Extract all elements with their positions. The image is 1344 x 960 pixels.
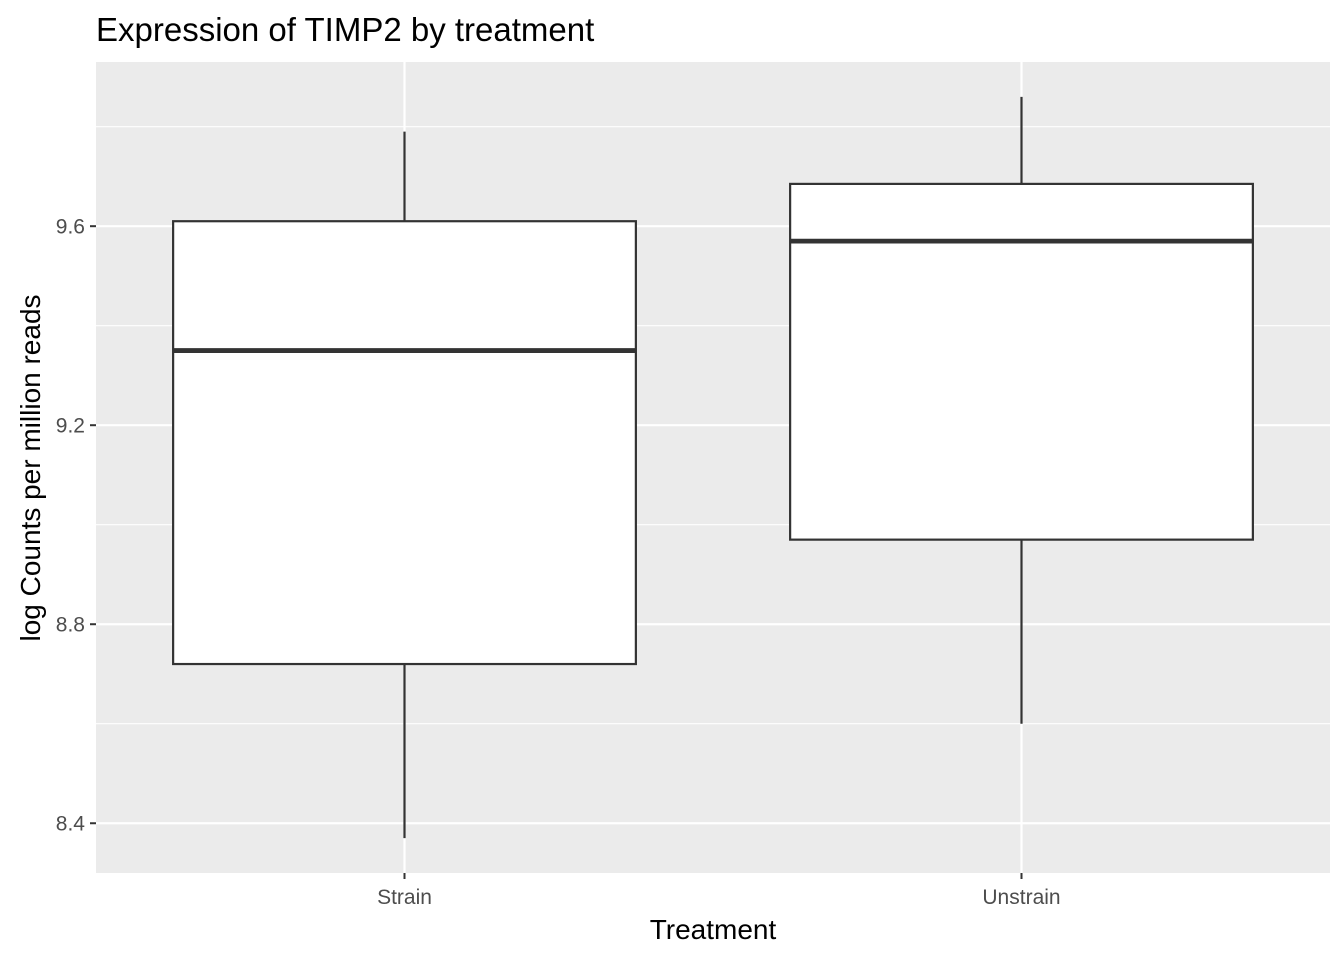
interquartile-box	[789, 182, 1254, 541]
y-tick-label: 8.4	[56, 813, 86, 836]
y-axis: 8.4 8.8 9.2 9.6	[56, 216, 96, 836]
x-tick-label: Unstrain	[982, 886, 1060, 909]
x-axis: Strain Unstrain	[377, 873, 1061, 909]
y-tick-label: 9.2	[56, 415, 85, 438]
box-unstrain	[789, 96, 1254, 724]
x-tick-label: Strain	[377, 886, 432, 909]
boxplots	[172, 96, 1254, 839]
y-tick-label: 8.8	[56, 614, 85, 637]
box-strain	[172, 131, 637, 839]
y-axis-title: log Counts per million reads	[15, 294, 46, 641]
interquartile-box	[172, 220, 637, 666]
x-axis-title: Treatment	[650, 914, 777, 945]
y-tick-label: 9.6	[56, 216, 85, 239]
chart-title: Expression of TIMP2 by treatment	[96, 11, 594, 48]
